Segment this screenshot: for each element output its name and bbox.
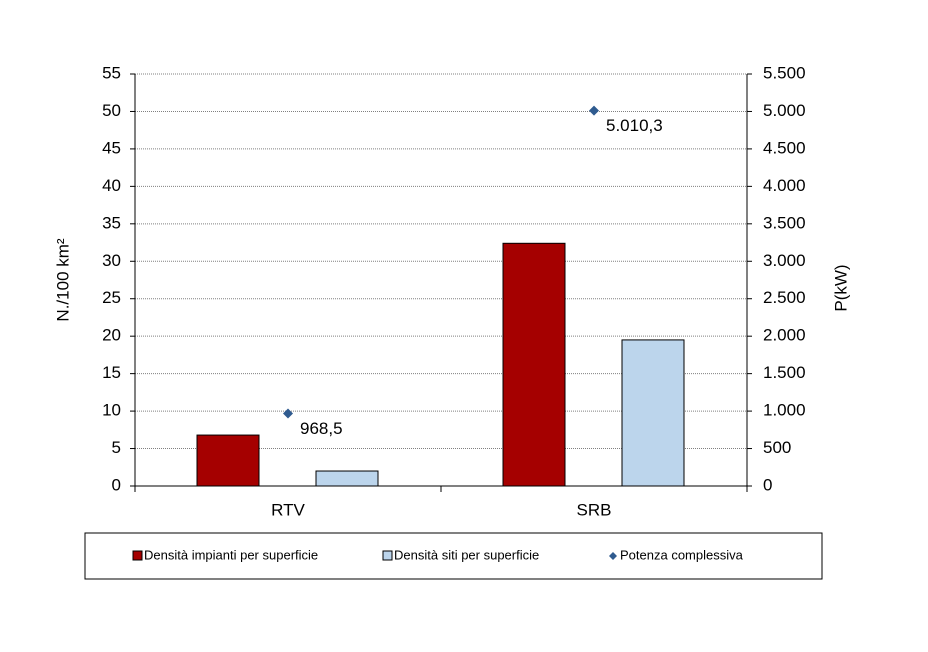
y2-tick-label: 500 [763,438,791,457]
y-tick-label: 50 [102,101,121,120]
y2-tick-label: 1.000 [763,401,806,420]
legend-label: Densità siti per superficie [394,547,539,562]
data-label: 968,5 [300,419,343,438]
y2-tick-label: 2.000 [763,326,806,345]
legend-swatch [132,550,143,561]
bar [196,434,260,487]
y-tick-label: 0 [112,475,121,494]
bar [502,242,566,487]
y-tick-label: 10 [102,401,121,420]
y-axis-label: N./100 km² [53,238,72,321]
bar [315,470,379,487]
legend-label: Densità impianti per superficie [144,547,318,562]
y-tick-label: 5 [112,438,121,457]
y-tick-label: 20 [102,326,121,345]
legend-swatch [382,550,393,561]
y2-tick-label: 3.500 [763,213,806,232]
y-tick-label: 40 [102,176,121,195]
y2-tick-label: 3.000 [763,251,806,270]
point [589,105,599,116]
y2-tick-label: 5.500 [763,63,806,82]
y2-tick-label: 1.500 [763,363,806,382]
y2-axis-label: P(kW) [831,264,850,311]
y2-tick-label: 0 [763,475,772,494]
y-tick-label: 55 [102,63,121,82]
y2-tick-label: 4.500 [763,138,806,157]
data-label: 5.010,3 [606,116,663,135]
y-tick-label: 30 [102,251,121,270]
point [283,408,293,419]
y-tick-label: 45 [102,138,121,157]
y2-tick-label: 2.500 [763,288,806,307]
legend-label: Potenza complessiva [620,547,744,562]
y-tick-label: 35 [102,213,121,232]
y2-tick-label: 5.000 [763,101,806,120]
bar [621,339,685,487]
x-tick-label: SRB [577,500,612,519]
x-tick-label: RTV [271,500,305,519]
y2-tick-label: 4.000 [763,176,806,195]
y-tick-label: 25 [102,288,121,307]
y-tick-label: 15 [102,363,121,382]
legend-box [84,532,823,580]
legend-marker [609,552,617,560]
